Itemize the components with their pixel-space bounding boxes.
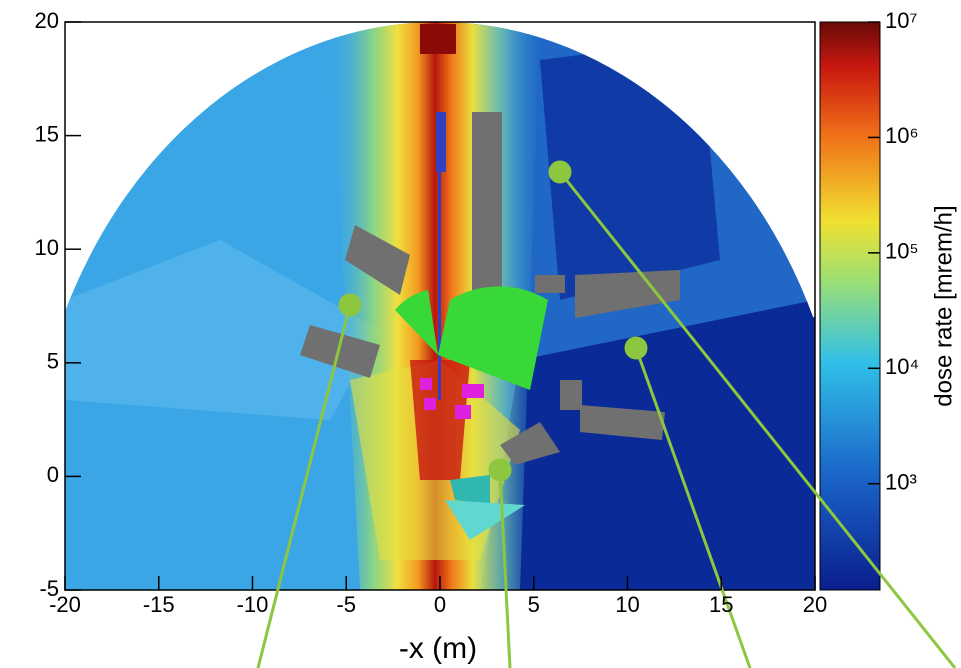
x-tick-label: -5 <box>336 592 356 617</box>
x-tick-label: 0 <box>434 592 446 617</box>
detector <box>445 500 525 540</box>
magnet <box>395 290 438 355</box>
detectors <box>420 378 484 419</box>
x-tick-label: 5 <box>528 592 540 617</box>
y-tick-label: 0 <box>47 462 59 487</box>
y-tick-label: 5 <box>47 349 59 374</box>
colorbar-tick-label: 10⁷ <box>885 8 917 33</box>
target <box>420 24 456 54</box>
detector <box>450 475 490 505</box>
y-tick-label: 10 <box>35 235 59 260</box>
blocks <box>300 112 680 465</box>
y-tick-label: 20 <box>35 8 59 33</box>
x-tick-label: 15 <box>709 592 733 617</box>
y-tick-label: 15 <box>35 121 59 146</box>
x-tick-label: 20 <box>803 592 827 617</box>
colorbar-tick-label: 10⁶ <box>885 123 919 148</box>
colorbar-tick-label: 10³ <box>885 470 917 495</box>
x-axis-label: -x (m) <box>399 632 477 665</box>
pipe <box>436 112 446 172</box>
heat-lowest <box>480 300 815 590</box>
colorbar-tick-label: 10⁴ <box>885 354 919 379</box>
callouts <box>256 160 957 668</box>
x-tick-label: -10 <box>237 592 269 617</box>
colorbar-tick-label: 10⁵ <box>885 239 919 264</box>
magnet <box>438 286 548 390</box>
x-tick-label: -20 <box>49 592 81 617</box>
y-tick-label: -5 <box>39 576 59 601</box>
heat-mid <box>65 240 380 420</box>
x-tick-label: -15 <box>143 592 175 617</box>
colorbar <box>819 21 881 591</box>
pipe <box>438 170 441 400</box>
colorbar-label: dose rate [mrem/h] <box>930 205 957 406</box>
x-tick-label: 10 <box>615 592 639 617</box>
